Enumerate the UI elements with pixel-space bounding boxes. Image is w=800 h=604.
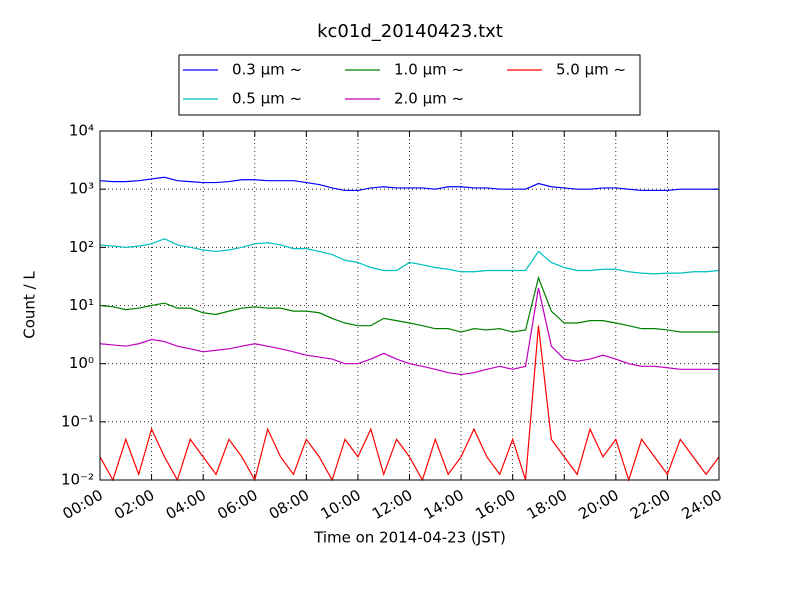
- legend-label: 0.3 μm ~: [232, 61, 302, 79]
- y-tick-label: 10⁻¹: [61, 412, 94, 430]
- data-line: [99, 238, 720, 275]
- x-axis-label: Time on 2014-04-23 (JST): [313, 529, 506, 547]
- y-tick-label: 10⁴: [69, 122, 94, 140]
- y-tick-label: 10⁰: [69, 354, 94, 372]
- data-line: [99, 325, 720, 482]
- legend-label: 2.0 μm ~: [394, 90, 464, 108]
- y-tick-label: 10¹: [69, 296, 94, 314]
- y-axis-label: Count / L: [21, 271, 39, 339]
- data-line: [99, 275, 719, 333]
- data-line: [99, 176, 719, 192]
- data-line: [99, 287, 719, 376]
- plot-frame: [99, 130, 720, 481]
- legend: [178, 54, 641, 116]
- y-tick-label: 10³: [69, 180, 94, 198]
- legend-label: 0.5 μm ~: [232, 90, 302, 108]
- legend-label: 1.0 μm ~: [394, 61, 464, 79]
- chart-title: kc01d_20140423.txt: [317, 21, 503, 42]
- y-tick-label: 10⁻²: [61, 471, 94, 489]
- legend-label: 5.0 μm ~: [556, 61, 626, 79]
- y-tick-label: 10²: [69, 238, 94, 256]
